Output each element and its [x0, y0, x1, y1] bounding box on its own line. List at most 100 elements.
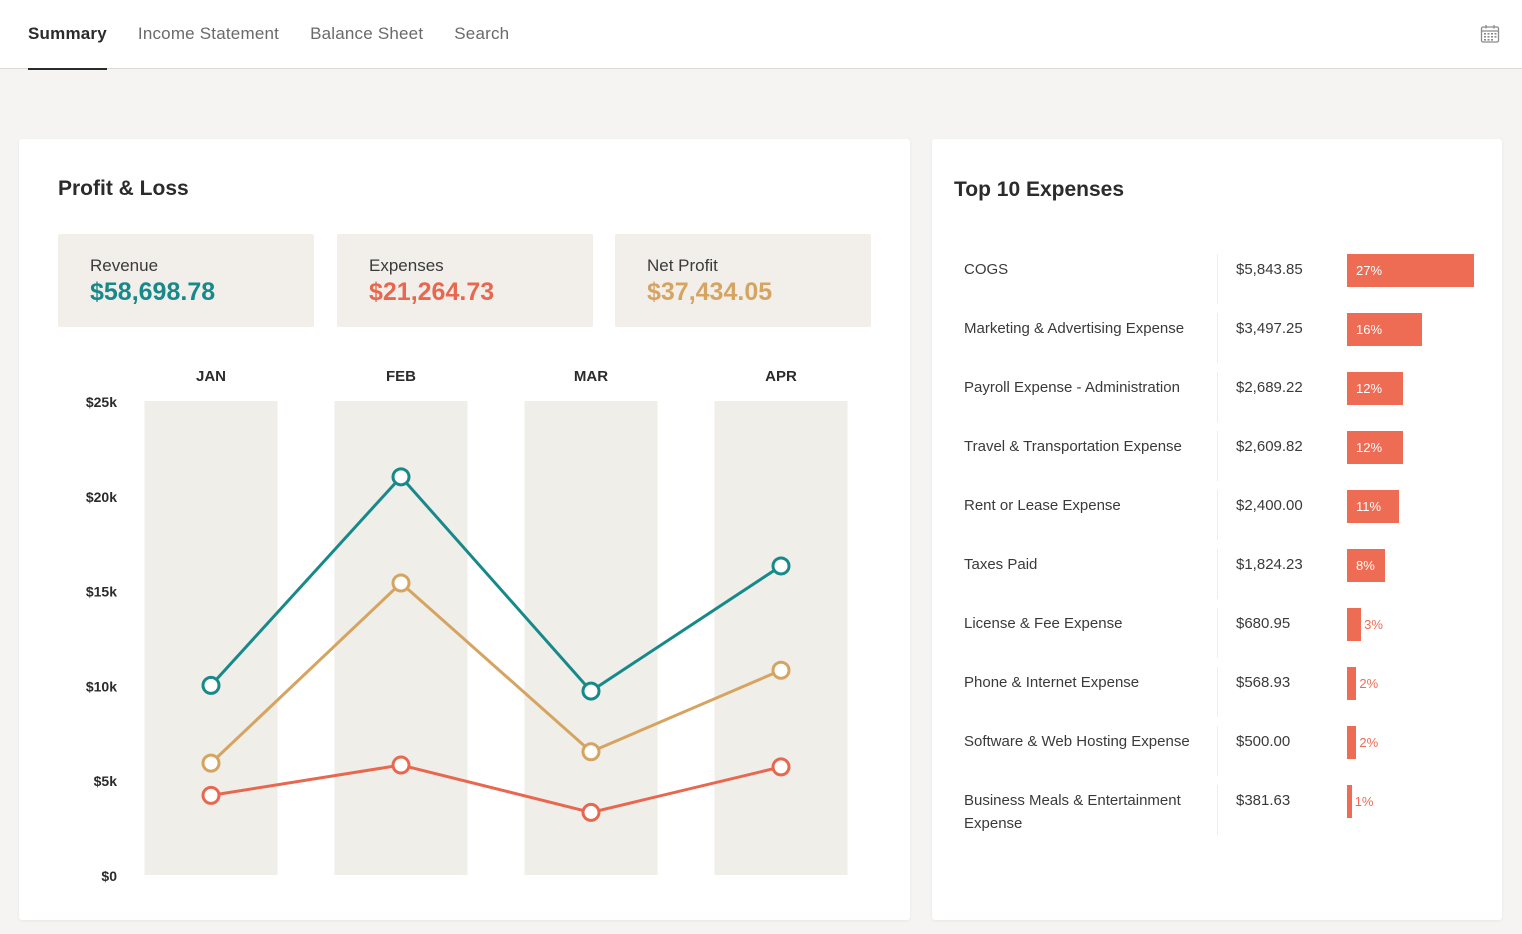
- expense-amount: $1,824.23: [1236, 556, 1303, 573]
- expense-percent: 3%: [1364, 617, 1383, 632]
- expense-percent: 2%: [1359, 735, 1379, 750]
- expense-name: Payroll Expense - Administration: [964, 379, 1180, 396]
- expense-name: Phone & Internet Expense: [964, 674, 1140, 691]
- tab-income-statement[interactable]: Income Statement: [137, 24, 280, 43]
- x-tick-label: APR: [765, 368, 797, 385]
- calendar-icon: [1480, 25, 1500, 43]
- expense-row[interactable]: COGS $5,843.85 27%: [964, 254, 1484, 313]
- expense-divider: [1217, 608, 1218, 658]
- expense-divider: [1217, 726, 1218, 776]
- tab-balance-sheet[interactable]: Balance Sheet: [310, 24, 424, 43]
- y-tick-label: $15k: [86, 584, 117, 600]
- expense-name: Marketing & Advertising Expense: [964, 320, 1185, 337]
- expenses-series-line: [210, 763, 782, 814]
- expense-name: Rent or Lease Expense: [964, 497, 1121, 514]
- expenses-point: [391, 755, 411, 775]
- expense-bar: [1347, 667, 1357, 700]
- expense-amount: $381.63: [1236, 792, 1291, 809]
- revenue-point: [391, 467, 411, 487]
- revenue-tile[interactable]: Revenue $58,698.78: [58, 234, 314, 327]
- net_profit-point: [391, 573, 411, 593]
- expense-divider: [1217, 313, 1218, 363]
- expense-bar: [1347, 313, 1423, 346]
- net_profit-series-line: [209, 581, 782, 765]
- expense-bar: [1347, 431, 1404, 464]
- expense-amount: $2,609.82: [1236, 438, 1303, 455]
- expense-row[interactable]: Rent or Lease Expense $2,400.00 11%: [964, 490, 1484, 549]
- net-profit-label: Net Profit: [647, 256, 718, 275]
- expense-divider: [1217, 490, 1218, 540]
- expense-row[interactable]: Marketing & Advertising Expense $3,497.25…: [964, 313, 1484, 372]
- expense-percent: 2%: [1359, 676, 1379, 691]
- expense-name: License & Fee Expense: [964, 615, 1123, 632]
- expense-percent: 11%: [1356, 499, 1382, 514]
- expense-row[interactable]: Travel & Transportation Expense $2,609.82…: [964, 431, 1484, 490]
- expense-divider: [1217, 785, 1218, 835]
- expense-row[interactable]: Phone & Internet Expense $568.93 2%: [964, 667, 1484, 726]
- profit-loss-card: Profit & Loss Revenue $58,698.78 Expense…: [19, 139, 910, 920]
- chart-column-mar: [524, 401, 658, 875]
- expense-bar: [1347, 490, 1399, 523]
- tab-bar: Summary Income Statement Balance Sheet S…: [28, 0, 540, 70]
- expenses-point: [581, 802, 601, 822]
- expense-bar: [1347, 254, 1474, 287]
- expense-percent: 8%: [1356, 558, 1375, 573]
- tab-summary[interactable]: Summary: [28, 0, 107, 70]
- revenue-label: Revenue: [90, 256, 159, 275]
- expense-amount: $568.93: [1236, 674, 1291, 691]
- expenses-point: [201, 785, 221, 805]
- y-tick-label: $10k: [86, 678, 117, 694]
- expense-amount: $680.95: [1236, 615, 1291, 632]
- expense-row[interactable]: License & Fee Expense $680.95 3%: [964, 608, 1484, 667]
- expense-amount: $500.00: [1236, 733, 1291, 750]
- expense-divider: [1217, 254, 1218, 304]
- expense-row[interactable]: Business Meals & Entertainment Expense $3…: [964, 785, 1484, 844]
- revenue-point: [771, 556, 791, 576]
- profit-loss-chart: JAN FEB MAR APR $25k $20k $15k $10k $5k $0: [86, 368, 848, 884]
- calendar-button[interactable]: [1480, 24, 1500, 44]
- net_profit-point: [581, 742, 601, 762]
- expense-bar: [1347, 549, 1385, 582]
- profit-loss-title: Profit & Loss: [58, 177, 189, 200]
- expenses-label: Expenses: [369, 256, 444, 275]
- expense-divider: [1217, 431, 1218, 481]
- expense-percent: 12%: [1356, 440, 1383, 455]
- expense-bar: [1347, 785, 1352, 818]
- y-tick-label: $0: [101, 868, 117, 884]
- revenue-value: $58,698.78: [90, 278, 216, 306]
- top-nav-bar: Summary Income Statement Balance Sheet S…: [0, 0, 1522, 70]
- expense-bar: [1347, 608, 1362, 641]
- expense-percent: 27%: [1356, 263, 1383, 278]
- expense-row[interactable]: Software & Web Hosting Expense $500.00 2%: [964, 726, 1484, 785]
- expense-amount: $5,843.85: [1236, 261, 1303, 278]
- expense-name: Software & Web Hosting Expense: [964, 733, 1190, 750]
- expense-bar: [1347, 372, 1404, 405]
- net-profit-value: $37,434.05: [647, 278, 773, 306]
- expense-divider: [1217, 667, 1218, 717]
- expense-amount: $2,689.22: [1236, 379, 1303, 396]
- expense-percent: 1%: [1354, 794, 1374, 809]
- expense-row[interactable]: Payroll Expense - Administration $2,689.2…: [964, 372, 1484, 431]
- expense-percent: 16%: [1356, 322, 1383, 337]
- expense-name: Travel & Transportation Expense: [964, 438, 1182, 455]
- net_profit-point: [771, 660, 791, 680]
- chart-column-apr: [714, 401, 848, 875]
- expense-bar: [1347, 726, 1357, 759]
- expense-row[interactable]: Taxes Paid $1,824.23 8%: [964, 549, 1484, 608]
- expense-name: COGS: [964, 261, 1009, 278]
- net_profit-point: [201, 753, 221, 773]
- expense-name: Business Meals & Entertainment Expense: [964, 792, 1181, 832]
- tab-search[interactable]: Search: [454, 24, 510, 43]
- expense-name: Taxes Paid: [964, 556, 1038, 573]
- expenses-tile[interactable]: Expenses $21,264.73: [337, 234, 593, 327]
- x-tick-label: MAR: [574, 368, 608, 385]
- expense-amount: $2,400.00: [1236, 497, 1303, 514]
- y-tick-label: $25k: [86, 394, 117, 410]
- expenses-point: [771, 757, 791, 777]
- expenses-value: $21,264.73: [369, 278, 495, 306]
- y-tick-label: $5k: [94, 773, 118, 789]
- revenue-point: [581, 681, 601, 701]
- y-tick-label: $20k: [86, 489, 117, 505]
- net-profit-tile[interactable]: Net Profit $37,434.05: [615, 234, 871, 327]
- expense-divider: [1217, 549, 1218, 599]
